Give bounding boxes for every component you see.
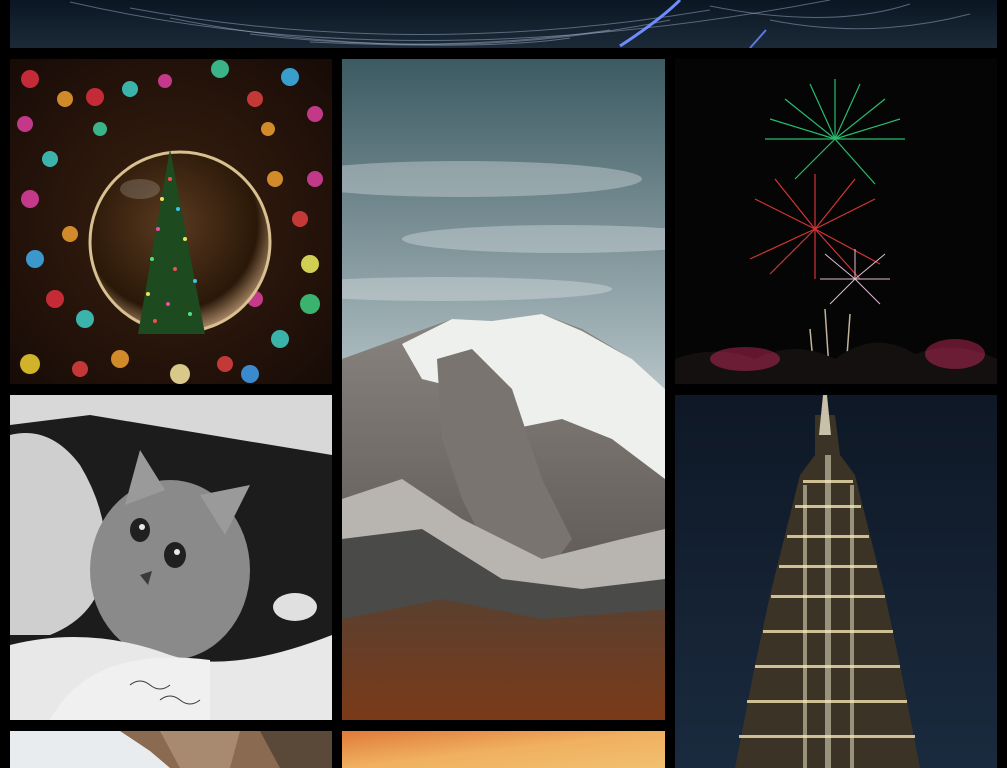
star-trails-image <box>10 0 997 48</box>
photo-tile-skyscraper[interactable] <box>675 395 997 768</box>
christmas-ornament-image <box>10 59 332 384</box>
photo-tile-canyon[interactable] <box>10 731 332 768</box>
canyon-image <box>10 731 332 768</box>
kitten-image <box>10 395 332 720</box>
fireworks-image <box>675 59 997 384</box>
photo-tile-star-trails[interactable] <box>10 0 997 48</box>
sunset-image <box>342 731 665 768</box>
photo-tile-fireworks[interactable] <box>675 59 997 384</box>
photo-tile-christmas-ornament[interactable] <box>10 59 332 384</box>
photo-tile-mountain[interactable] <box>342 59 665 720</box>
mountain-image <box>342 59 665 720</box>
photo-tile-sunset[interactable] <box>342 731 665 768</box>
skyscraper-image <box>675 395 997 768</box>
photo-tile-kitten[interactable] <box>10 395 332 720</box>
